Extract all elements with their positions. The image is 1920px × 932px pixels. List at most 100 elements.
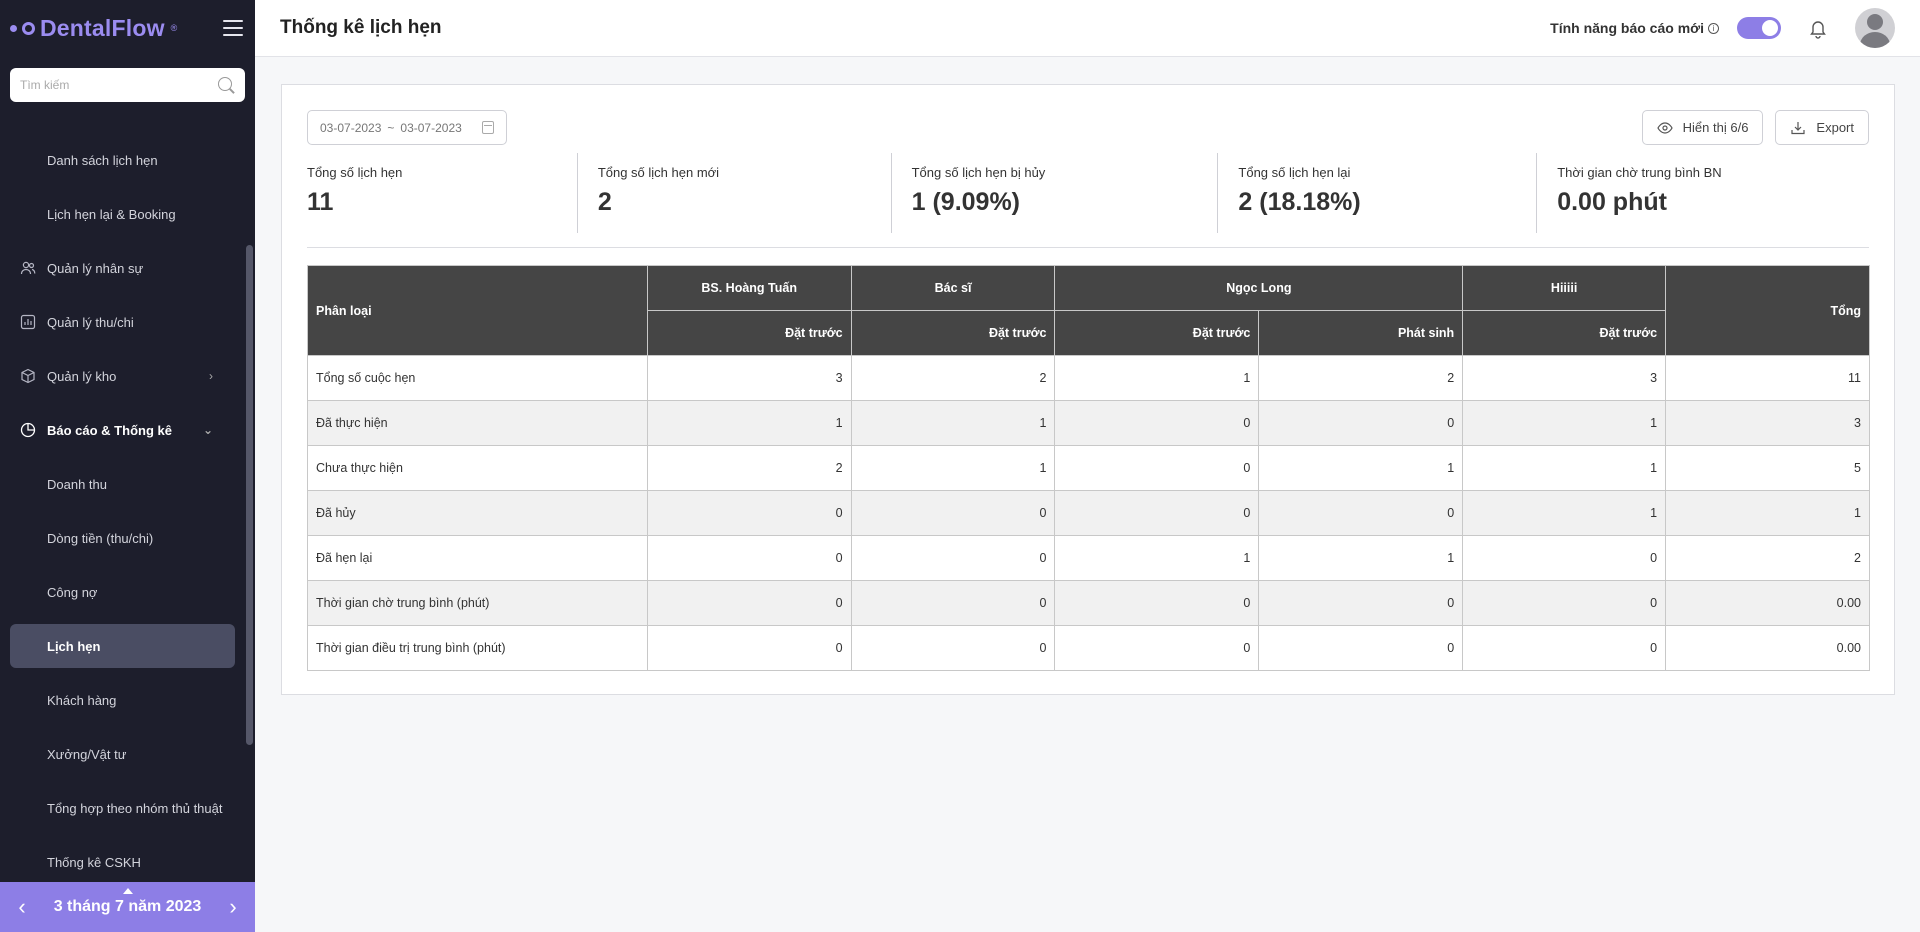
cell-value: 0	[850, 580, 1056, 626]
cell-value: 1	[1462, 490, 1667, 536]
sidebar-item-doanh-thu[interactable]: Doanh thu	[0, 457, 245, 511]
chevron-down-icon: ⌄	[202, 423, 213, 437]
cell-value: 3	[646, 355, 852, 401]
info-icon[interactable]: i	[1708, 22, 1719, 34]
report-toolbar: 03-07-2023 ~ 03-07-2023 Hiển thị 6/6 Exp…	[307, 110, 1869, 145]
header-sub: Phát sinh	[1258, 310, 1464, 356]
cell-value: 1	[1462, 400, 1667, 446]
cell-value: 2	[850, 355, 1056, 401]
cell-value: 0	[1054, 400, 1260, 446]
cell-total: 0.00	[1665, 580, 1870, 626]
sidebar-item-quan-ly-nhan-su[interactable]: Quản lý nhân sự	[0, 241, 245, 295]
header-group: Bác sĩ	[850, 265, 1056, 311]
appointment-stats-table: Phân loại BS. Hoàng Tuấn Bác sĩ Ngọc Lon…	[307, 265, 1870, 671]
new-report-toggle[interactable]	[1737, 17, 1781, 39]
sidebar-item-lich-hen[interactable]: Lịch hẹn	[10, 624, 235, 668]
top-header: Thống kê lịch hẹn Tính năng báo cáo mới …	[255, 0, 1920, 57]
table-header-row-groups: Phân loại BS. Hoàng Tuấn Bác sĩ Ngọc Lon…	[307, 265, 1870, 356]
header-sub: Đặt trước	[850, 310, 1056, 356]
header-sub: Đặt trước	[1054, 310, 1260, 356]
cell-value: 0	[850, 625, 1056, 671]
sidebar-item-label: Dòng tiền (thu/chi)	[47, 530, 154, 546]
cell-value: 0	[646, 625, 852, 671]
header-sub: Đặt trước	[1462, 310, 1667, 356]
table-row: Chưa thực hiện 2 1 0 1 1 5	[307, 445, 1870, 491]
prev-date-icon[interactable]: ‹	[18, 894, 26, 919]
cell-value: 2	[646, 445, 852, 491]
sidebar-item-label: Lịch hẹn	[47, 638, 101, 654]
logo-ring-icon	[22, 21, 35, 35]
sidebar-item-thong-ke-cskh[interactable]: Thống kê CSKH	[0, 835, 245, 889]
header-group: BS. Hoàng Tuấn	[646, 265, 852, 311]
sidebar-item-cong-no[interactable]: Công nợ	[0, 565, 245, 619]
table-row: Thời gian chờ trung bình (phút) 0 0 0 0 …	[307, 580, 1870, 626]
cell-total: 5	[1665, 445, 1870, 491]
new-report-feature-label: Tính năng báo cáo mới i	[1550, 20, 1719, 36]
sidebar-search	[10, 68, 245, 102]
brand-name: DentalFlow	[40, 14, 165, 41]
sidebar-item-danh-sach-lich-hen[interactable]: Danh sách lịch hẹn	[0, 133, 245, 187]
sidebar-item-xuong-vat-tu[interactable]: Xưởng/Vật tư	[0, 727, 245, 781]
sidebar: DentalFlow ® Danh sách lịch hẹn Lịch hẹn …	[0, 0, 255, 932]
bell-icon[interactable]	[1807, 17, 1829, 39]
stat-value: 2	[597, 188, 612, 216]
cell-value: 1	[850, 445, 1056, 491]
cell-value: 0	[1054, 580, 1260, 626]
sidebar-item-label: Báo cáo & Thống kê	[47, 422, 172, 438]
cell-value: 0	[1258, 400, 1464, 446]
sidebar-item-lich-hen-lai-booking[interactable]: Lịch hẹn lại & Booking	[0, 187, 245, 241]
row-label: Đã thực hiện	[307, 400, 648, 446]
cell-value: 0	[1054, 625, 1260, 671]
sidebar-item-label: Quản lý kho	[47, 368, 117, 384]
table-row: Tổng số cuộc hẹn 3 2 1 2 3 11	[307, 355, 1870, 401]
avatar[interactable]	[1855, 8, 1895, 48]
stat-label: Tổng số lịch hẹn lại	[1238, 165, 1351, 180]
row-label: Đã hẹn lại	[307, 535, 648, 581]
table-row: Đã hẹn lại 0 0 1 1 0 2	[307, 535, 1870, 581]
next-date-icon[interactable]: ›	[229, 894, 237, 919]
display-columns-button[interactable]: Hiển thị 6/6	[1641, 110, 1764, 145]
eye-icon	[1656, 121, 1673, 134]
toolbar-right: Hiển thị 6/6 Export	[1641, 110, 1869, 145]
cell-value: 1	[1054, 355, 1260, 401]
hamburger-menu-icon[interactable]	[223, 20, 243, 36]
cell-value: 1	[1258, 445, 1464, 491]
brand-logo[interactable]: DentalFlow ®	[10, 15, 178, 42]
sidebar-search-input[interactable]	[20, 78, 217, 92]
stat-label: Tổng số lịch hẹn mới	[597, 165, 720, 180]
cell-value: 0	[646, 490, 852, 536]
sidebar-item-quan-ly-kho[interactable]: Quản lý kho ›	[0, 349, 245, 403]
cell-total: 3	[1665, 400, 1870, 446]
cell-value: 0	[1462, 535, 1667, 581]
sidebar-item-label: Xưởng/Vật tư	[47, 746, 127, 762]
stat-new-appointments: Tổng số lịch hẹn mới 2	[576, 153, 891, 233]
stat-label: Tổng số lịch hẹn bị hủy	[911, 165, 1046, 180]
sidebar-item-khach-hang[interactable]: Khách hàng	[0, 673, 245, 727]
sidebar-item-bao-cao-thong-ke[interactable]: Báo cáo & Thống kê ⌄	[0, 403, 245, 457]
cell-value: 0	[850, 490, 1056, 536]
sidebar-item-tong-hop-nhom-thu-thuat[interactable]: Tổng hợp theo nhóm thủ thuật	[0, 781, 245, 835]
pie-chart-icon	[20, 422, 36, 438]
cell-value: 0	[1462, 625, 1667, 671]
sidebar-item-label: Khách hàng	[47, 692, 117, 708]
brand-registered-mark: ®	[170, 23, 178, 33]
table-row: Đã hủy 0 0 0 0 1 1	[307, 490, 1870, 536]
appointment-report-card: 03-07-2023 ~ 03-07-2023 Hiển thị 6/6 Exp…	[281, 84, 1895, 695]
row-label: Tổng số cuộc hẹn	[307, 355, 648, 401]
stat-label: Thời gian chờ trung bình BN	[1557, 165, 1722, 180]
sidebar-scrollbar[interactable]	[246, 245, 253, 745]
cell-value: 0	[1258, 490, 1464, 536]
calendar-icon	[482, 121, 494, 134]
sidebar-item-quan-ly-thu-chi[interactable]: Quản lý thu/chi	[0, 295, 245, 349]
logo-row: DentalFlow ®	[0, 0, 255, 56]
caret-up-icon[interactable]	[123, 888, 133, 894]
cell-total: 1	[1665, 490, 1870, 536]
table-row: Đã thực hiện 1 1 0 0 1 3	[307, 400, 1870, 446]
cell-total: 2	[1665, 535, 1870, 581]
sidebar-item-dong-tien[interactable]: Dòng tiền (thu/chi)	[0, 511, 245, 565]
search-icon[interactable]	[217, 76, 235, 94]
cell-value: 0	[1258, 625, 1464, 671]
sidebar-menu: Danh sách lịch hẹn Lịch hẹn lại & Bookin…	[0, 133, 245, 889]
date-range-picker[interactable]: 03-07-2023 ~ 03-07-2023	[307, 110, 507, 145]
export-button[interactable]: Export	[1775, 110, 1869, 145]
